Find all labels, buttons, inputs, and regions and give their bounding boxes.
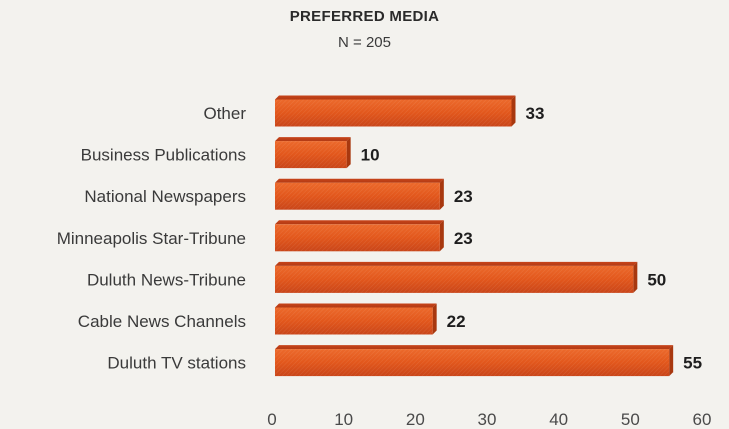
data-label: 22 bbox=[447, 312, 466, 331]
x-tick-label: 0 bbox=[267, 410, 276, 429]
bar bbox=[275, 95, 516, 127]
bar-side-face bbox=[439, 220, 444, 252]
data-label: 23 bbox=[454, 229, 473, 248]
x-tick-label: 10 bbox=[334, 410, 353, 429]
bar-texture bbox=[275, 224, 440, 252]
data-label: 10 bbox=[361, 146, 380, 165]
bar-side-face bbox=[669, 345, 674, 377]
bar-top-face bbox=[275, 303, 437, 308]
data-label: 23 bbox=[454, 187, 473, 206]
bar-top-face bbox=[275, 220, 444, 225]
bar-texture bbox=[275, 99, 512, 127]
bar-texture bbox=[275, 307, 433, 335]
bar-side-face bbox=[346, 137, 351, 169]
category-label: Business Publications bbox=[81, 146, 246, 165]
bar-side-face bbox=[511, 95, 516, 127]
bar-top-face bbox=[275, 261, 638, 266]
bar bbox=[275, 178, 444, 210]
bar-texture bbox=[275, 265, 634, 293]
x-tick-label: 50 bbox=[621, 410, 640, 429]
bar bbox=[275, 303, 437, 335]
bar-texture bbox=[275, 141, 347, 169]
chart-subtitle: N = 205 bbox=[338, 34, 391, 51]
x-tick-label: 60 bbox=[693, 410, 712, 429]
bar bbox=[275, 261, 638, 293]
bar-side-face bbox=[439, 178, 444, 210]
category-label: Minneapolis Star-Tribune bbox=[57, 229, 246, 248]
x-tick-label: 40 bbox=[549, 410, 568, 429]
category-label: Other bbox=[203, 104, 246, 123]
category-label: National Newspapers bbox=[84, 187, 246, 206]
bar bbox=[275, 345, 674, 377]
data-label: 33 bbox=[526, 104, 545, 123]
x-tick-label: 20 bbox=[406, 410, 425, 429]
bar-top-face bbox=[275, 178, 444, 183]
bar-side-face bbox=[633, 261, 638, 293]
bar bbox=[275, 220, 444, 252]
data-label: 55 bbox=[683, 354, 702, 373]
bar-texture bbox=[275, 349, 670, 377]
data-label: 50 bbox=[647, 270, 666, 289]
category-label: Cable News Channels bbox=[78, 312, 246, 331]
bar-texture bbox=[275, 182, 440, 210]
category-label: Duluth TV stations bbox=[107, 354, 246, 373]
bar-top-face bbox=[275, 137, 351, 142]
bar bbox=[275, 137, 351, 169]
x-tick-label: 30 bbox=[478, 410, 497, 429]
chart-title: PREFERRED MEDIA bbox=[289, 8, 440, 25]
bar-side-face bbox=[432, 303, 437, 335]
bar-top-face bbox=[275, 95, 516, 100]
bar-top-face bbox=[275, 345, 674, 350]
category-label: Duluth News-Tribune bbox=[87, 270, 246, 289]
